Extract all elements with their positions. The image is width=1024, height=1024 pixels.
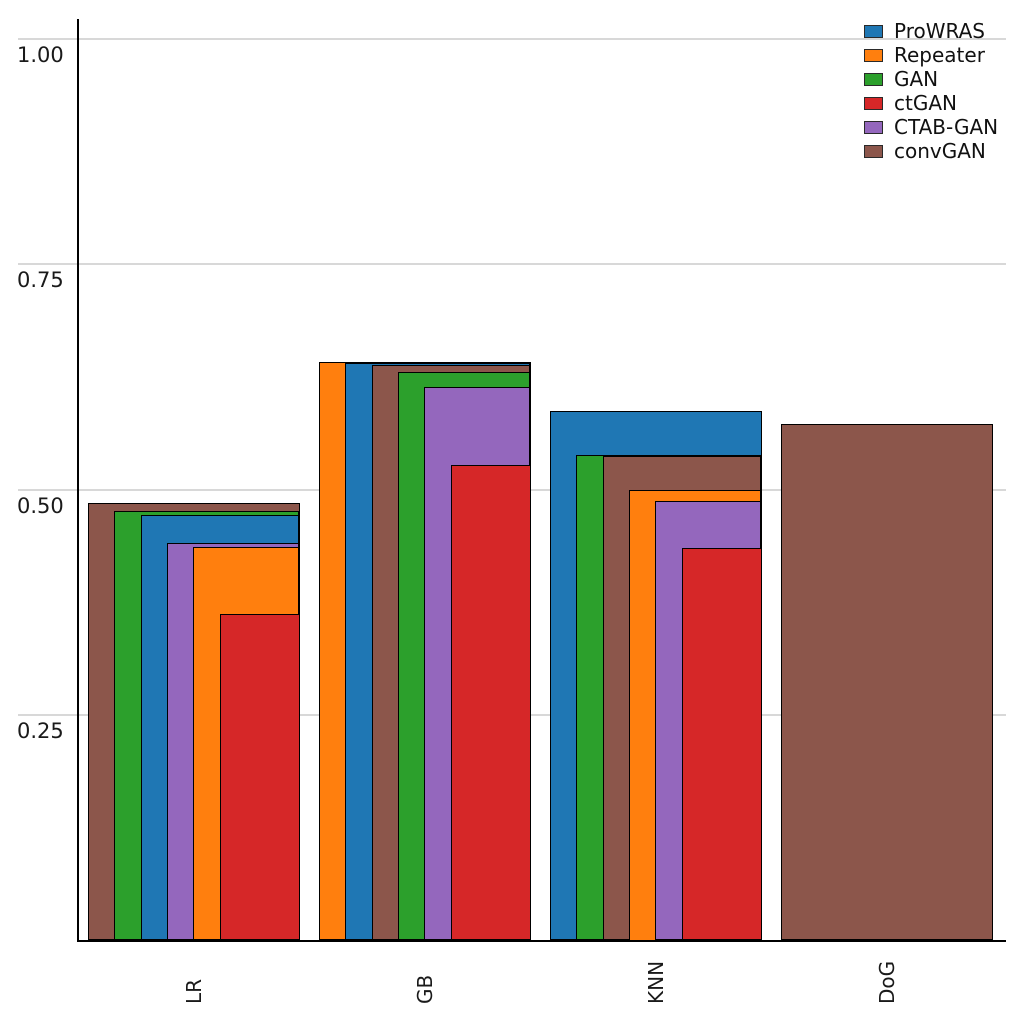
- legend-swatch-prowras: [864, 24, 883, 38]
- legend-swatch-repeater: [864, 48, 883, 62]
- x-axis-spine: [77, 939, 1006, 942]
- x-tick-label-knn: KNN: [643, 960, 668, 1004]
- y-tick-label-1.00: 1.00: [17, 42, 64, 67]
- x-tick-label-gb: GB: [412, 974, 437, 1004]
- legend-swatch-gan: [864, 72, 883, 86]
- gridline-1: [18, 37, 1006, 40]
- y-tick-label-0.75: 0.75: [17, 268, 64, 292]
- legend-item-convgan: convGAN: [864, 139, 998, 163]
- legend-item-ctgan: ctGAN: [864, 91, 998, 115]
- legend-item-gan: GAN: [864, 67, 998, 91]
- legend: ProWRAS Repeater GAN ctGAN CTAB-GAN convGAN: [864, 19, 999, 163]
- y-tick-label-0.50: 0.50: [17, 493, 64, 518]
- bar-ctgan-gb: [450, 465, 531, 941]
- legend-item-ctab-gan: CTAB-GAN: [864, 115, 999, 139]
- bar-ctgan-lr: [219, 613, 300, 941]
- gridline-0.75: [18, 263, 1006, 265]
- legend-swatch-convgan: [864, 144, 883, 158]
- legend-swatch-ctgan: [864, 96, 883, 110]
- y-axis-spine: [77, 19, 79, 942]
- legend-item-prowras: ProWRAS: [864, 19, 998, 43]
- bar-convgan-dog: [781, 423, 993, 941]
- y-tick-label-0.25: 0.25: [17, 719, 64, 743]
- x-tick-label-dog: DoG: [874, 960, 899, 1004]
- legend-label-ctgan: ctGAN: [894, 91, 957, 115]
- legend-item-repeater: Repeater: [864, 43, 998, 67]
- legend-swatch-ctab-gan: [864, 120, 883, 134]
- bar-ctgan-knn: [681, 548, 762, 941]
- legend-label-repeater: Repeater: [894, 43, 985, 67]
- legend-label-gan: GAN: [894, 67, 939, 91]
- x-tick-label-lr: LR: [181, 978, 206, 1004]
- legend-label-convgan: convGAN: [894, 139, 986, 163]
- legend-label-prowras: ProWRAS: [894, 19, 985, 43]
- legend-label-ctab-gan: CTAB-GAN: [894, 115, 999, 139]
